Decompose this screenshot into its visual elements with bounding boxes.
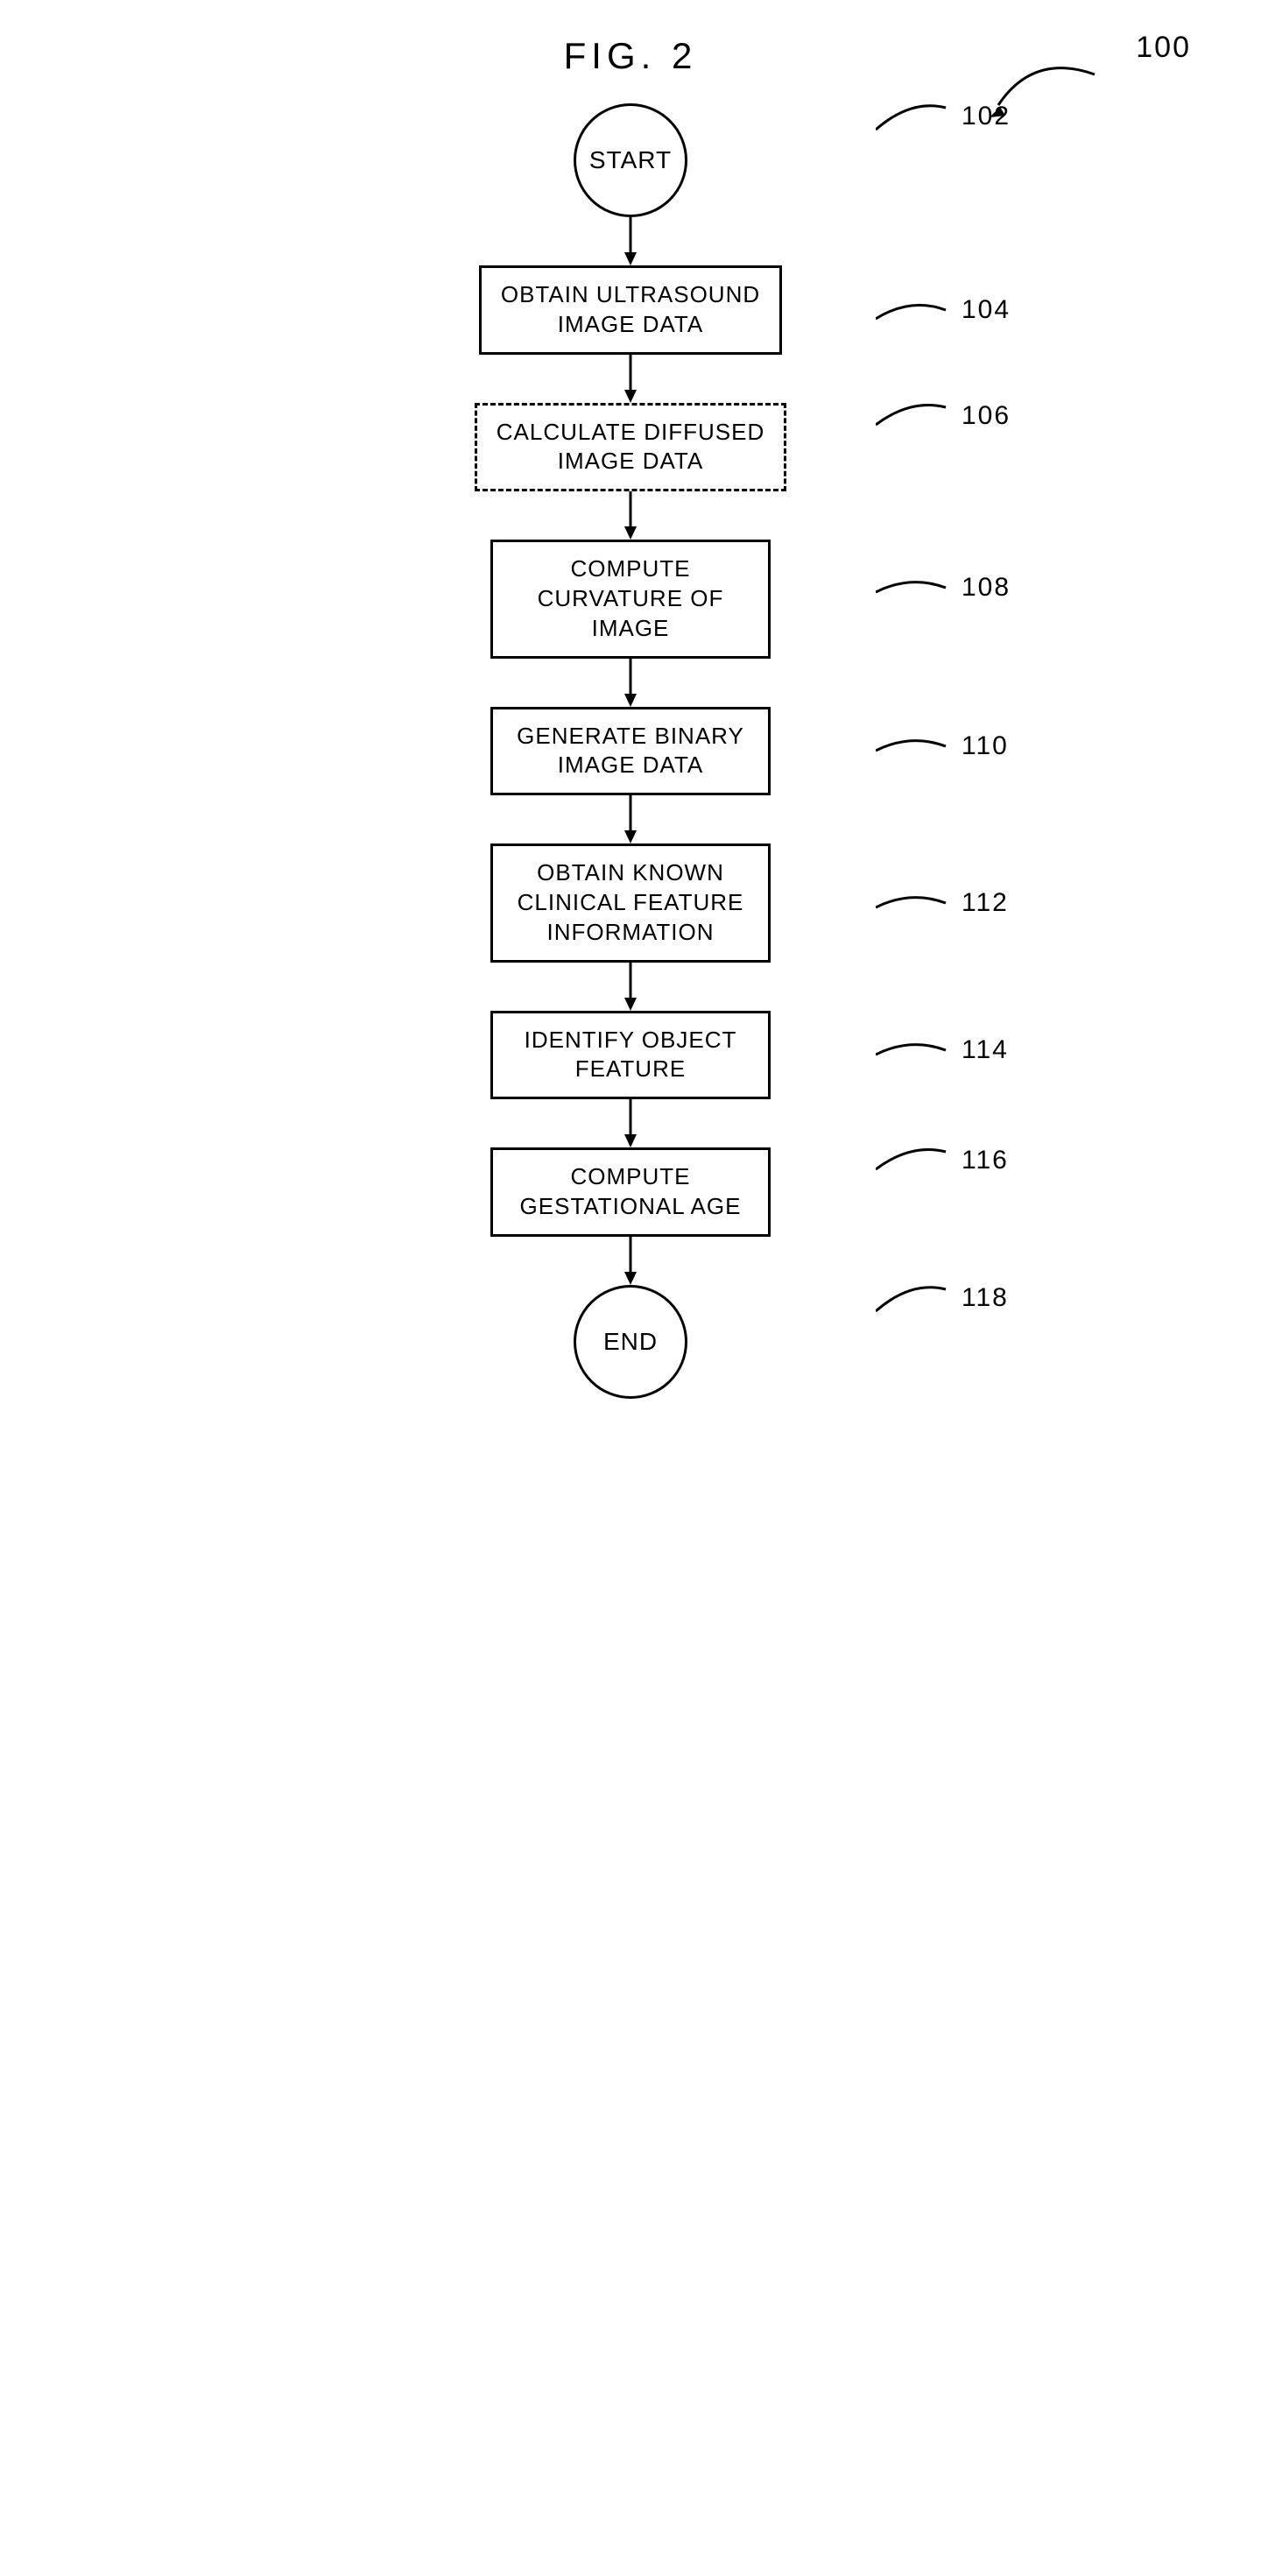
arrow: [622, 963, 639, 1011]
arrow: [622, 795, 639, 843]
arrow: [622, 355, 639, 403]
arrow: [622, 659, 639, 707]
node-110-row: GENERATE BINARYIMAGE DATA 110: [368, 707, 893, 796]
node-106-label: CALCULATE DIFFUSEDIMAGE DATA: [497, 419, 764, 475]
lead-116: 116: [876, 1139, 1009, 1182]
overall-ref-arc: [981, 44, 1121, 131]
node-104-row: OBTAIN ULTRASOUNDIMAGE DATA 104: [368, 265, 893, 355]
lead-108: 108: [876, 566, 1011, 610]
lead-112: 112: [876, 881, 1009, 925]
node-106: CALCULATE DIFFUSEDIMAGE DATA: [475, 403, 786, 492]
overall-ref-number: 100: [1136, 31, 1191, 65]
node-110-label: GENERATE BINARYIMAGE DATA: [517, 723, 744, 779]
node-108: COMPUTECURVATURE OFIMAGE: [490, 540, 771, 658]
lead-118: 118: [876, 1276, 1009, 1320]
node-112-label: OBTAIN KNOWNCLINICAL FEATUREINFORMATION: [518, 859, 744, 945]
arrow: [622, 1099, 639, 1147]
ref-106: 106: [962, 401, 1011, 431]
flowchart: START 102 OBTAIN ULTRASOUNDIMAGE DATA 10…: [368, 103, 893, 1399]
node-108-row: COMPUTECURVATURE OFIMAGE 108: [368, 540, 893, 658]
figure-title-text: FIG. 2: [564, 35, 698, 76]
node-106-row: CALCULATE DIFFUSEDIMAGE DATA 106: [368, 403, 893, 492]
arrow: [622, 1237, 639, 1285]
node-116-label: COMPUTEGESTATIONAL AGE: [520, 1163, 742, 1219]
node-104: OBTAIN ULTRASOUNDIMAGE DATA: [479, 265, 782, 355]
node-112-row: OBTAIN KNOWNCLINICAL FEATUREINFORMATION …: [368, 843, 893, 962]
lead-114: 114: [876, 1028, 1009, 1072]
node-start: START: [574, 103, 687, 217]
arrow: [622, 491, 639, 540]
ref-104: 104: [962, 295, 1011, 325]
ref-114: 114: [962, 1035, 1009, 1065]
node-start-row: START 102: [368, 103, 893, 217]
figure-title: FIG. 2 100: [18, 35, 1243, 77]
ref-108: 108: [962, 573, 1011, 603]
node-116: COMPUTEGESTATIONAL AGE: [490, 1147, 771, 1237]
node-108-label: COMPUTECURVATURE OFIMAGE: [538, 555, 724, 641]
arrow: [622, 217, 639, 265]
lead-110: 110: [876, 724, 1009, 768]
node-104-label: OBTAIN ULTRASOUNDIMAGE DATA: [501, 281, 760, 337]
ref-112: 112: [962, 888, 1009, 918]
node-end-row: END 118: [368, 1285, 893, 1399]
node-110: GENERATE BINARYIMAGE DATA: [490, 707, 771, 796]
ref-110: 110: [962, 731, 1009, 761]
node-112: OBTAIN KNOWNCLINICAL FEATUREINFORMATION: [490, 843, 771, 962]
node-116-row: COMPUTEGESTATIONAL AGE 116: [368, 1147, 893, 1237]
node-114-row: IDENTIFY OBJECTFEATURE 114: [368, 1011, 893, 1100]
node-114-label: IDENTIFY OBJECTFEATURE: [525, 1027, 737, 1083]
ref-116: 116: [962, 1146, 1009, 1175]
ref-118: 118: [962, 1283, 1009, 1313]
node-end: END: [574, 1285, 687, 1399]
lead-106: 106: [876, 394, 1011, 438]
lead-104: 104: [876, 288, 1011, 332]
node-end-label: END: [603, 1328, 658, 1356]
node-114: IDENTIFY OBJECTFEATURE: [490, 1011, 771, 1100]
node-start-label: START: [589, 146, 672, 174]
